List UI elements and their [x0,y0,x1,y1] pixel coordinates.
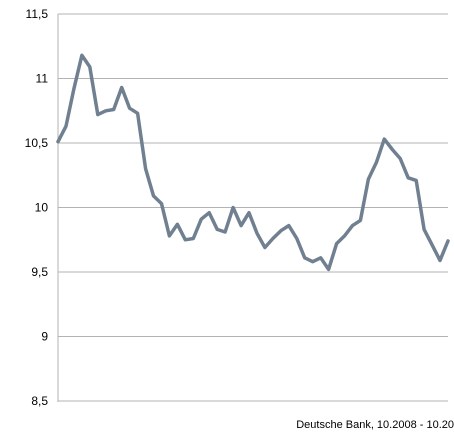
gridlines [58,13,448,402]
y-tick-label: 9 [41,330,48,344]
y-tick-label: 11 [36,72,49,86]
y-tick-label: 10 [35,201,49,215]
y-tick-label: 8,5 [31,394,48,408]
y-tick-label: 10,5 [25,136,49,150]
chart-caption: Deutsche Bank, 10.2008 - 10.20 [296,419,454,431]
price-line [56,53,450,272]
y-tick-label: 11,5 [26,7,49,21]
y-tick-labels: 8,5 9 9,5 10 10,5 11 11,5 [25,7,49,408]
y-tick-label: 9,5 [31,265,48,279]
